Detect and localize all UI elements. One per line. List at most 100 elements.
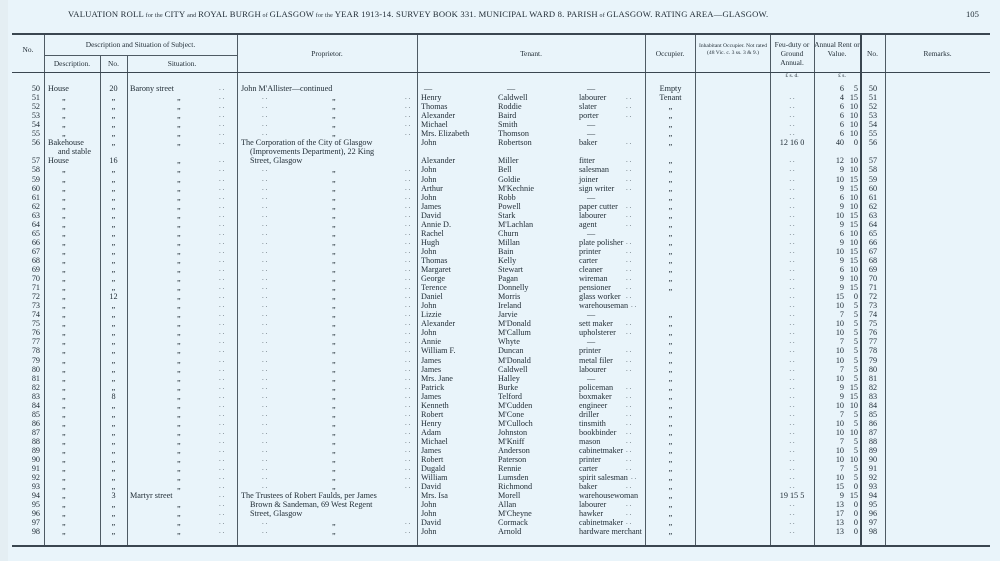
- row-number-right: 56: [868, 138, 878, 148]
- leader-dots: . .: [626, 237, 632, 246]
- occupier: „: [668, 192, 673, 202]
- tenant-occupation: agent: [579, 219, 597, 229]
- leader-dots: . .: [405, 418, 411, 427]
- rent-shillings: 10: [849, 228, 858, 238]
- rent-pounds: 10: [835, 400, 844, 410]
- tenant-surname: M'Callum: [498, 328, 531, 338]
- leader-dots: . .: [219, 174, 225, 183]
- rent-shillings: 10: [849, 111, 858, 121]
- tenant-first-name: James: [421, 364, 442, 374]
- description: and stable: [58, 147, 91, 157]
- tenant-surname: M'Cone: [498, 409, 525, 419]
- leader-dots: . .: [219, 473, 225, 482]
- leader-dots: . .: [626, 418, 632, 427]
- description: „: [62, 174, 66, 184]
- tenant-first-name: Mrs. Jane: [421, 373, 453, 383]
- house-number: „: [111, 518, 116, 528]
- row-number-right: 84: [868, 400, 878, 410]
- leader-dots: . .: [405, 283, 411, 292]
- proprietor-ditto: „: [332, 427, 336, 437]
- feu-duty: . .: [789, 174, 795, 183]
- rent-pounds: 10: [835, 427, 844, 437]
- house-number: 20: [109, 84, 118, 93]
- leader-dots: . .: [219, 491, 225, 500]
- tenant-occupation: salesman: [579, 165, 610, 175]
- leader-dots: . .: [405, 382, 411, 391]
- row-number: 76: [31, 328, 40, 338]
- title-part: ROYAL BURGH: [198, 9, 261, 19]
- leader-dots: . .: [405, 373, 411, 382]
- leader-dots: . .: [262, 446, 268, 454]
- leader-dots: . .: [262, 265, 268, 273]
- tenant-first-name: Henry: [421, 93, 442, 103]
- house-number: „: [111, 265, 116, 274]
- leader-dots: . .: [262, 301, 268, 310]
- row-number-right: 76: [868, 328, 878, 338]
- house-number: „: [111, 409, 116, 419]
- leader-dots: . .: [219, 192, 225, 201]
- rent-shillings: 10: [849, 237, 858, 247]
- row-number: 84: [31, 400, 40, 410]
- row-number-right: 75: [868, 319, 878, 329]
- row-number-right: 83: [868, 391, 878, 401]
- situation-ditto: „: [177, 283, 181, 293]
- row-number-right: 94: [868, 491, 878, 501]
- proprietor-ditto: „: [332, 219, 336, 229]
- tenant-occupation: mason: [579, 436, 601, 446]
- column-divider: [645, 35, 646, 545]
- tenant-first-name: Lizzie: [421, 310, 442, 320]
- proprietor-ditto: „: [332, 482, 336, 492]
- proprietor-ditto: „: [332, 192, 336, 202]
- tenant-first-name: Alexander: [421, 156, 456, 166]
- description: „: [62, 509, 66, 519]
- rent-pounds: 7: [839, 337, 844, 347]
- tenant-surname: M'Donald: [498, 355, 531, 365]
- tenant-surname: Anderson: [498, 446, 530, 455]
- occupier: „: [668, 201, 673, 211]
- feu-duty: . .: [789, 346, 795, 355]
- tenant-surname: Richmond: [498, 482, 533, 492]
- row-number: 60: [31, 183, 40, 193]
- situation-ditto: „: [177, 391, 181, 401]
- leader-dots: . .: [626, 274, 632, 283]
- house-number: „: [111, 310, 116, 320]
- rent-pounds: 12: [835, 156, 844, 166]
- house-number: „: [111, 364, 116, 374]
- column-divider: [44, 35, 45, 545]
- tenant-occupation: spirit salesman: [579, 473, 628, 483]
- occupier: „: [668, 310, 673, 320]
- house-number: „: [111, 500, 116, 510]
- occupier: „: [668, 518, 673, 528]
- leader-dots: . .: [626, 219, 632, 228]
- description: „: [62, 183, 66, 193]
- leader-dots: . .: [626, 265, 632, 273]
- rent-shillings: 0: [853, 509, 858, 519]
- row-number: 71: [31, 283, 40, 293]
- leader-dots: . .: [262, 111, 268, 120]
- situation-ditto: „: [177, 464, 181, 474]
- house-number: „: [111, 418, 116, 428]
- description: „: [62, 364, 66, 374]
- situation-ditto: „: [177, 500, 181, 510]
- header-inhabitant-occupier: Inhabitant Occupier. Not rated (48 Vic. …: [698, 43, 768, 56]
- feu-duty: . .: [789, 237, 795, 246]
- row-number: 79: [31, 355, 40, 365]
- tenant-occupation: —: [587, 373, 596, 383]
- tenant-surname: Robb: [498, 192, 516, 202]
- tenant-first-name: James: [421, 355, 442, 365]
- situation-ditto: „: [177, 409, 181, 419]
- row-number-right: 85: [868, 409, 878, 419]
- description: „: [62, 93, 66, 103]
- description: „: [62, 391, 66, 401]
- header-tenant: Tenant.: [520, 49, 542, 58]
- leader-dots: . .: [262, 93, 268, 102]
- leader-dots: . .: [262, 527, 268, 536]
- leader-dots: . .: [262, 129, 268, 138]
- rent-shillings: 5: [853, 418, 858, 428]
- rent-pounds: 9: [839, 382, 844, 392]
- house-number: 12: [109, 292, 118, 302]
- description: „: [62, 382, 66, 392]
- leader-dots: . .: [626, 382, 632, 391]
- row-number-right: 53: [868, 111, 878, 121]
- proprietor-ditto: „: [332, 409, 336, 419]
